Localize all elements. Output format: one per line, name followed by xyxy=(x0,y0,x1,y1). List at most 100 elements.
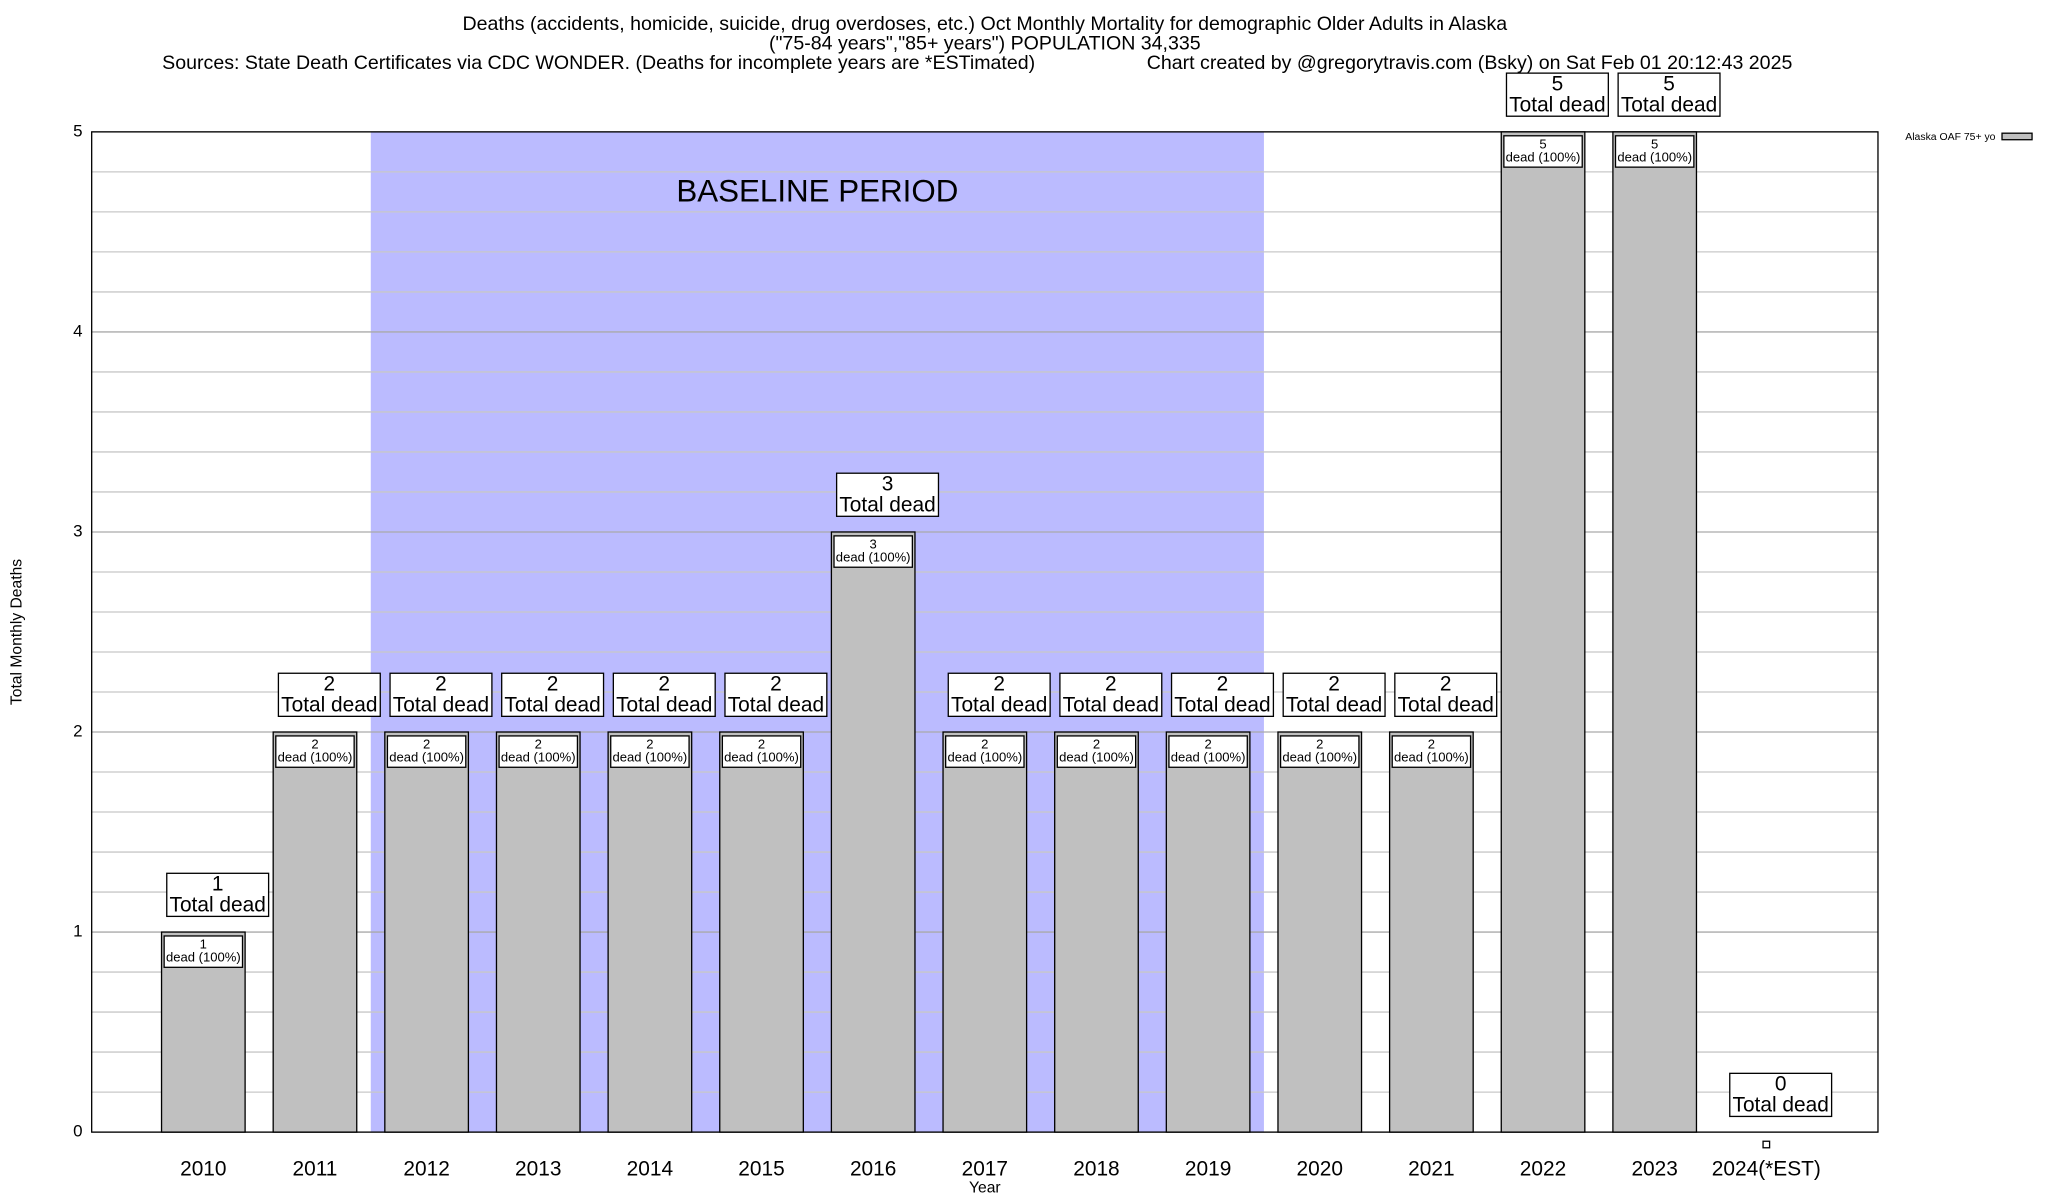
segment-label-text: dead (100%) xyxy=(1506,149,1581,164)
total-label-box xyxy=(389,672,493,717)
segment-label-value: 2 xyxy=(1204,737,1211,752)
total-label-value: 2 xyxy=(1105,673,1117,696)
x-tick-label: 2011 xyxy=(293,1157,338,1180)
credit-note: Chart created by @gregorytravis.com (Bsk… xyxy=(1147,52,1793,74)
bar xyxy=(1612,131,1698,1133)
bar xyxy=(1277,731,1363,1133)
segment-label-value: 2 xyxy=(535,737,542,752)
total-label-box xyxy=(1617,72,1721,117)
y-tick-label: 4 xyxy=(73,321,82,340)
total-label-text: Total dead xyxy=(728,693,824,716)
total-label-value: 3 xyxy=(882,472,894,495)
total-label-box xyxy=(1170,672,1275,717)
total-label-value: 2 xyxy=(1328,673,1340,696)
x-tick-label: 2013 xyxy=(515,1157,561,1180)
segment-label-value: 3 xyxy=(870,536,877,551)
source-note: Sources: State Death Certificates via CD… xyxy=(162,52,1035,74)
chart-title: Deaths (accidents, homicide, suicide, dr… xyxy=(463,13,1508,35)
segment-label-text: dead (100%) xyxy=(1171,750,1246,765)
segment-label-box xyxy=(610,735,690,768)
x-tick-label: 2023 xyxy=(1631,1157,1677,1180)
x-tick-label: 2014 xyxy=(627,1157,673,1180)
segment-label-box xyxy=(1168,735,1248,768)
total-label-text: Total dead xyxy=(1174,693,1270,716)
segment-label-box xyxy=(1503,135,1583,168)
segment-label-text: dead (100%) xyxy=(501,750,576,765)
total-label-box xyxy=(1729,1072,1833,1118)
total-label-box xyxy=(277,672,381,717)
total-label-value: 2 xyxy=(435,673,447,696)
segment-label-box xyxy=(945,735,1025,768)
total-label-value: 2 xyxy=(1440,673,1452,696)
segment-label-box xyxy=(721,735,802,768)
segment-label-box xyxy=(386,735,467,768)
x-tick-label: 2017 xyxy=(962,1157,1008,1180)
total-label-box xyxy=(1282,672,1386,717)
x-tick-label: 2024(*EST) xyxy=(1712,1157,1821,1180)
segment-label-box xyxy=(1614,135,1695,168)
x-tick-label: 2022 xyxy=(1520,1157,1566,1180)
segment-label-value: 2 xyxy=(423,737,430,752)
segment-label-text: dead (100%) xyxy=(1394,750,1469,765)
total-label-value: 2 xyxy=(1217,673,1229,696)
bar xyxy=(1500,131,1586,1133)
segment-label-box xyxy=(1391,735,1472,768)
bar xyxy=(830,531,916,1133)
total-label-value: 5 xyxy=(1663,72,1675,95)
segment-label-value: 2 xyxy=(758,737,765,752)
segment-label-box xyxy=(1279,735,1360,768)
segment-label-value: 5 xyxy=(1651,136,1658,151)
segment-label-value: 2 xyxy=(1093,737,1100,752)
total-label-text: Total dead xyxy=(170,893,266,916)
bar xyxy=(942,731,1028,1133)
segment-label-text: dead (100%) xyxy=(836,550,911,565)
x-tick-label: 2012 xyxy=(403,1157,449,1180)
total-label-value: 0 xyxy=(1775,1073,1787,1096)
segment-label-text: dead (100%) xyxy=(166,950,241,965)
segment-label-box xyxy=(833,535,914,568)
total-label-value: 2 xyxy=(324,673,336,696)
total-label-text: Total dead xyxy=(1398,693,1494,716)
bar xyxy=(607,731,693,1133)
y-axis-label: Total Monthly Deaths xyxy=(8,559,25,705)
total-label-value: 2 xyxy=(993,673,1005,696)
segment-label-value: 2 xyxy=(311,737,318,752)
segment-label-box xyxy=(498,735,579,768)
segment-label-value: 1 xyxy=(200,937,207,952)
total-label-box xyxy=(612,672,716,717)
segment-label-text: dead (100%) xyxy=(1059,750,1134,765)
y-tick-label: 3 xyxy=(73,521,82,540)
x-tick-label: 2015 xyxy=(738,1157,784,1180)
total-label-box xyxy=(166,872,270,918)
x-tick-label: 2018 xyxy=(1073,1157,1119,1180)
total-label-text: Total dead xyxy=(951,693,1047,716)
total-label-value: 2 xyxy=(658,673,670,696)
bar xyxy=(719,731,804,1133)
segment-label-box xyxy=(163,935,244,968)
segment-label-value: 2 xyxy=(646,737,653,752)
zero-marker xyxy=(1762,1140,1771,1149)
total-label-box xyxy=(724,672,828,717)
segment-label-text: dead (100%) xyxy=(278,750,353,765)
segment-label-box xyxy=(275,735,355,768)
segment-label-text: dead (100%) xyxy=(613,750,688,765)
segment-label-value: 2 xyxy=(1316,737,1323,752)
y-tick-label: 2 xyxy=(73,721,82,740)
total-label-value: 2 xyxy=(547,673,559,696)
x-tick-label: 2021 xyxy=(1408,1157,1454,1180)
bar xyxy=(384,731,470,1133)
segment-label-text: dead (100%) xyxy=(947,750,1022,765)
legend-label: Alaska OAF 75+ yo xyxy=(1905,132,1995,143)
total-label-text: Total dead xyxy=(839,493,935,516)
bar xyxy=(1165,731,1251,1133)
total-label-text: Total dead xyxy=(281,693,377,716)
total-label-box xyxy=(501,672,605,717)
total-label-box xyxy=(835,472,940,517)
y-tick-label: 5 xyxy=(73,121,82,140)
y-tick-label: 1 xyxy=(73,922,82,941)
total-label-value: 2 xyxy=(770,673,782,696)
bar xyxy=(272,731,358,1133)
total-label-text: Total dead xyxy=(1063,693,1159,716)
total-label-text: Total dead xyxy=(393,693,489,716)
